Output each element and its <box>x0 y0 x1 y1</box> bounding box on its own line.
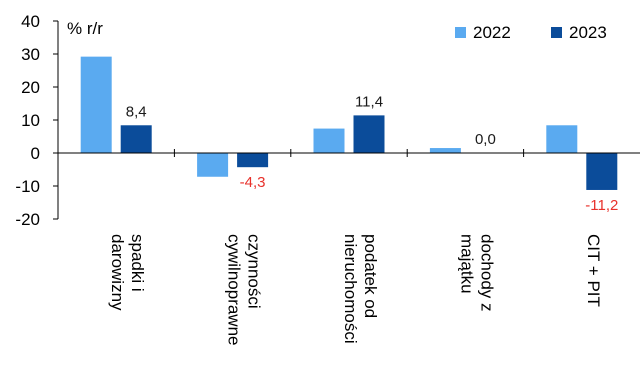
bar-2023-2 <box>237 153 269 168</box>
bar-2023-1 <box>120 125 152 153</box>
data-label: -11,2 <box>585 197 618 214</box>
category-label-line: nieruchomości <box>341 234 360 344</box>
bar-2022-1 <box>80 56 112 153</box>
bar-2022-4 <box>429 148 461 153</box>
bar-2022-5 <box>546 125 578 153</box>
y-tick-label: 30 <box>21 45 40 64</box>
category-label: spadki idarowizny <box>108 234 147 311</box>
bar-2022-2 <box>197 153 229 177</box>
category-label-line: CIT + PIT <box>584 234 603 307</box>
category-label-line: czynności <box>245 234 264 309</box>
category-label-line: podatek od <box>361 234 380 318</box>
category-label: CIT + PIT <box>584 234 603 307</box>
category-label: podatek odnieruchomości <box>341 234 380 344</box>
y-tick-label: -20 <box>15 210 40 229</box>
data-label: 11,4 <box>355 93 383 110</box>
category-label-line: dochody z <box>477 234 496 312</box>
category-label: dochody zmajątku <box>457 234 496 312</box>
y-tick-label: 40 <box>21 12 40 31</box>
data-label: 8,4 <box>126 103 147 120</box>
category-label: czynnościcywilnoprawne <box>225 234 264 346</box>
legend-swatch-2022 <box>455 27 466 38</box>
y-tick-label: 20 <box>21 78 40 97</box>
data-label: -4,3 <box>240 174 266 191</box>
legend-label-2022: 2022 <box>473 23 511 42</box>
bar-2023-3 <box>353 115 385 153</box>
category-label-line: darowizny <box>108 234 127 311</box>
legend-swatch-2023 <box>551 27 562 38</box>
category-label-line: majątku <box>457 234 476 294</box>
y-tick-label: 10 <box>21 111 40 130</box>
y-axis-label: % r/r <box>67 19 103 38</box>
y-tick-label: 0 <box>31 144 40 163</box>
category-label-line: spadki i <box>128 234 147 292</box>
bar-2022-3 <box>313 128 345 153</box>
legend-label-2023: 2023 <box>569 23 607 42</box>
category-label-line: cywilnoprawne <box>225 234 244 346</box>
data-label: 0,0 <box>475 131 496 148</box>
y-tick-label: -10 <box>15 177 40 196</box>
bar-2023-5 <box>586 153 618 190</box>
